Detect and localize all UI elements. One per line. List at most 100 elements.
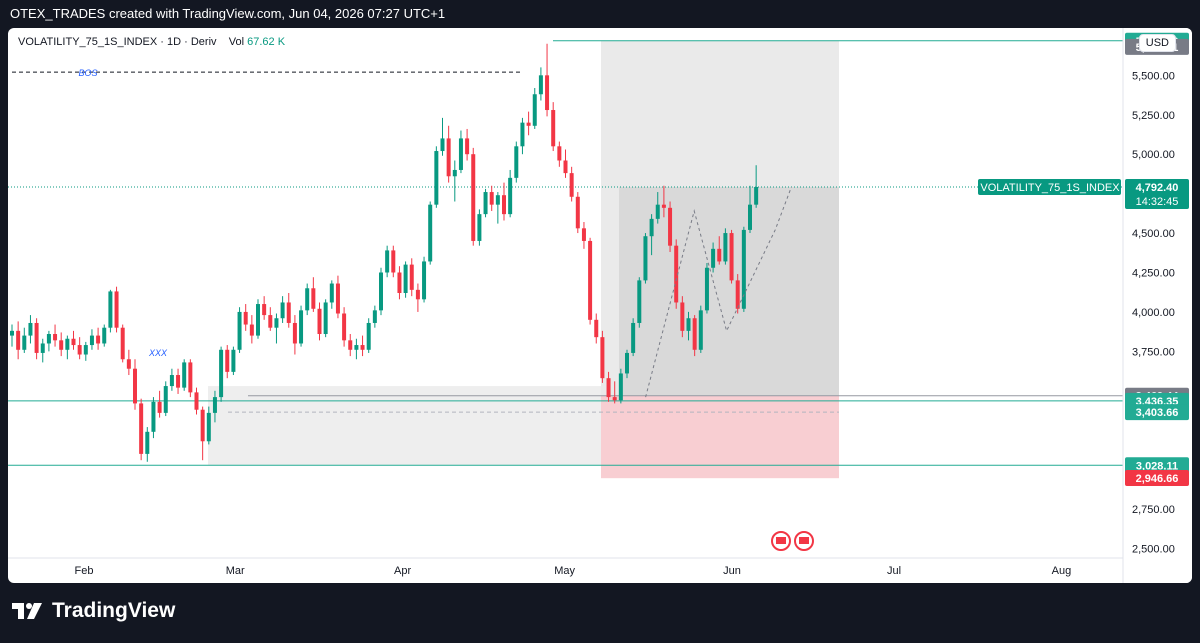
candle-body[interactable] [551, 110, 556, 147]
candle-body[interactable] [594, 319, 599, 338]
candle-body[interactable] [200, 409, 205, 442]
candle-body[interactable] [643, 236, 648, 281]
candle-body[interactable] [502, 195, 506, 215]
candle-body[interactable] [46, 334, 51, 344]
candle-body[interactable] [655, 204, 660, 219]
candle-body[interactable] [163, 386, 168, 413]
candle-body[interactable] [59, 340, 64, 350]
candle-body[interactable] [151, 401, 156, 432]
candle-body[interactable] [249, 324, 254, 336]
candle-body[interactable] [286, 302, 291, 323]
candle-body[interactable] [508, 177, 513, 215]
candle-body[interactable] [415, 289, 420, 300]
candle-body[interactable] [545, 75, 550, 111]
candle-body[interactable] [754, 187, 759, 205]
candle-body[interactable] [434, 151, 439, 205]
candle-body[interactable] [680, 302, 685, 331]
candle-body[interactable] [723, 233, 728, 262]
candle-body[interactable] [452, 169, 457, 177]
candle-body[interactable] [495, 195, 500, 205]
candle-body[interactable] [520, 122, 525, 147]
candle-body[interactable] [354, 345, 359, 350]
candle-body[interactable] [409, 264, 414, 290]
candle-body[interactable] [748, 204, 752, 230]
candle-body[interactable] [563, 160, 568, 174]
candle-body[interactable] [526, 122, 531, 126]
entry-zone[interactable] [619, 187, 839, 396]
candle-body[interactable] [741, 229, 746, 309]
candle-body[interactable] [323, 302, 328, 335]
candle-body[interactable] [139, 403, 144, 454]
candle-body[interactable] [34, 322, 39, 353]
candle-body[interactable] [22, 335, 27, 350]
candle-body[interactable] [237, 311, 242, 350]
candle-body[interactable] [225, 349, 230, 372]
candle-body[interactable] [77, 345, 82, 355]
candle-body[interactable] [71, 338, 76, 346]
candle-body[interactable] [40, 343, 45, 353]
candle-body[interactable] [618, 373, 623, 401]
candle-body[interactable] [446, 138, 451, 177]
candle-body[interactable] [557, 146, 562, 161]
candle-body[interactable] [366, 322, 371, 350]
candle-body[interactable] [10, 330, 14, 336]
candle-body[interactable] [83, 345, 88, 355]
candle-body[interactable] [28, 322, 33, 336]
candle-body[interactable] [206, 412, 211, 442]
candle-body[interactable] [692, 318, 697, 350]
candle-body[interactable] [194, 392, 199, 410]
candle-body[interactable] [65, 338, 70, 350]
candle-body[interactable] [96, 335, 101, 344]
candle-body[interactable] [397, 272, 402, 293]
candle-body[interactable] [569, 173, 574, 197]
candle-body[interactable] [317, 308, 322, 335]
candle-body[interactable] [575, 196, 580, 229]
candle-body[interactable] [581, 228, 586, 241]
price-axis[interactable] [1123, 28, 1192, 583]
candle-body[interactable] [268, 315, 273, 328]
candle-body[interactable] [698, 310, 703, 350]
candle-body[interactable] [600, 337, 605, 379]
candle-body[interactable] [477, 214, 482, 241]
candle-body[interactable] [243, 311, 248, 325]
candle-body[interactable] [219, 349, 224, 398]
candle-body[interactable] [342, 313, 347, 341]
candle-body[interactable] [299, 310, 304, 344]
candle-body[interactable] [280, 302, 285, 319]
candle-body[interactable] [348, 340, 353, 350]
candle-body[interactable] [188, 362, 193, 393]
candle-body[interactable] [625, 352, 629, 374]
candle-body[interactable] [440, 138, 445, 152]
candle-body[interactable] [335, 283, 340, 314]
candle-body[interactable] [612, 397, 617, 401]
candle-body[interactable] [711, 248, 716, 268]
candle-body[interactable] [458, 138, 463, 170]
candle-body[interactable] [471, 154, 476, 241]
candle-body[interactable] [108, 291, 113, 328]
candle-body[interactable] [169, 375, 174, 387]
candle-body[interactable] [182, 362, 187, 388]
price-chart[interactable]: BOS XXX 2,500.00 2,750.00 3,750.00 4,000.00 4,… [8, 28, 1192, 583]
candle-body[interactable] [262, 304, 267, 316]
tradingview-logo[interactable]: TradingView [12, 599, 175, 623]
candle-body[interactable] [668, 207, 673, 246]
candle-body[interactable] [372, 310, 377, 323]
candle-body[interactable] [391, 250, 396, 273]
candle-body[interactable] [674, 245, 679, 303]
candle-body[interactable] [588, 240, 593, 320]
candle-body[interactable] [292, 322, 297, 344]
candle-body[interactable] [631, 322, 636, 353]
candle-body[interactable] [686, 318, 691, 331]
candle-body[interactable] [16, 330, 21, 350]
candle-body[interactable] [483, 192, 488, 215]
candle-body[interactable] [133, 368, 137, 404]
candle-body[interactable] [422, 261, 427, 300]
candle-body[interactable] [717, 248, 722, 262]
candle-body[interactable] [385, 250, 390, 273]
candle-body[interactable] [256, 304, 260, 336]
candle-body[interactable] [305, 288, 310, 311]
candle-body[interactable] [514, 146, 519, 178]
candle-body[interactable] [403, 264, 408, 293]
candle-body[interactable] [489, 192, 494, 205]
candle-body[interactable] [637, 280, 642, 323]
